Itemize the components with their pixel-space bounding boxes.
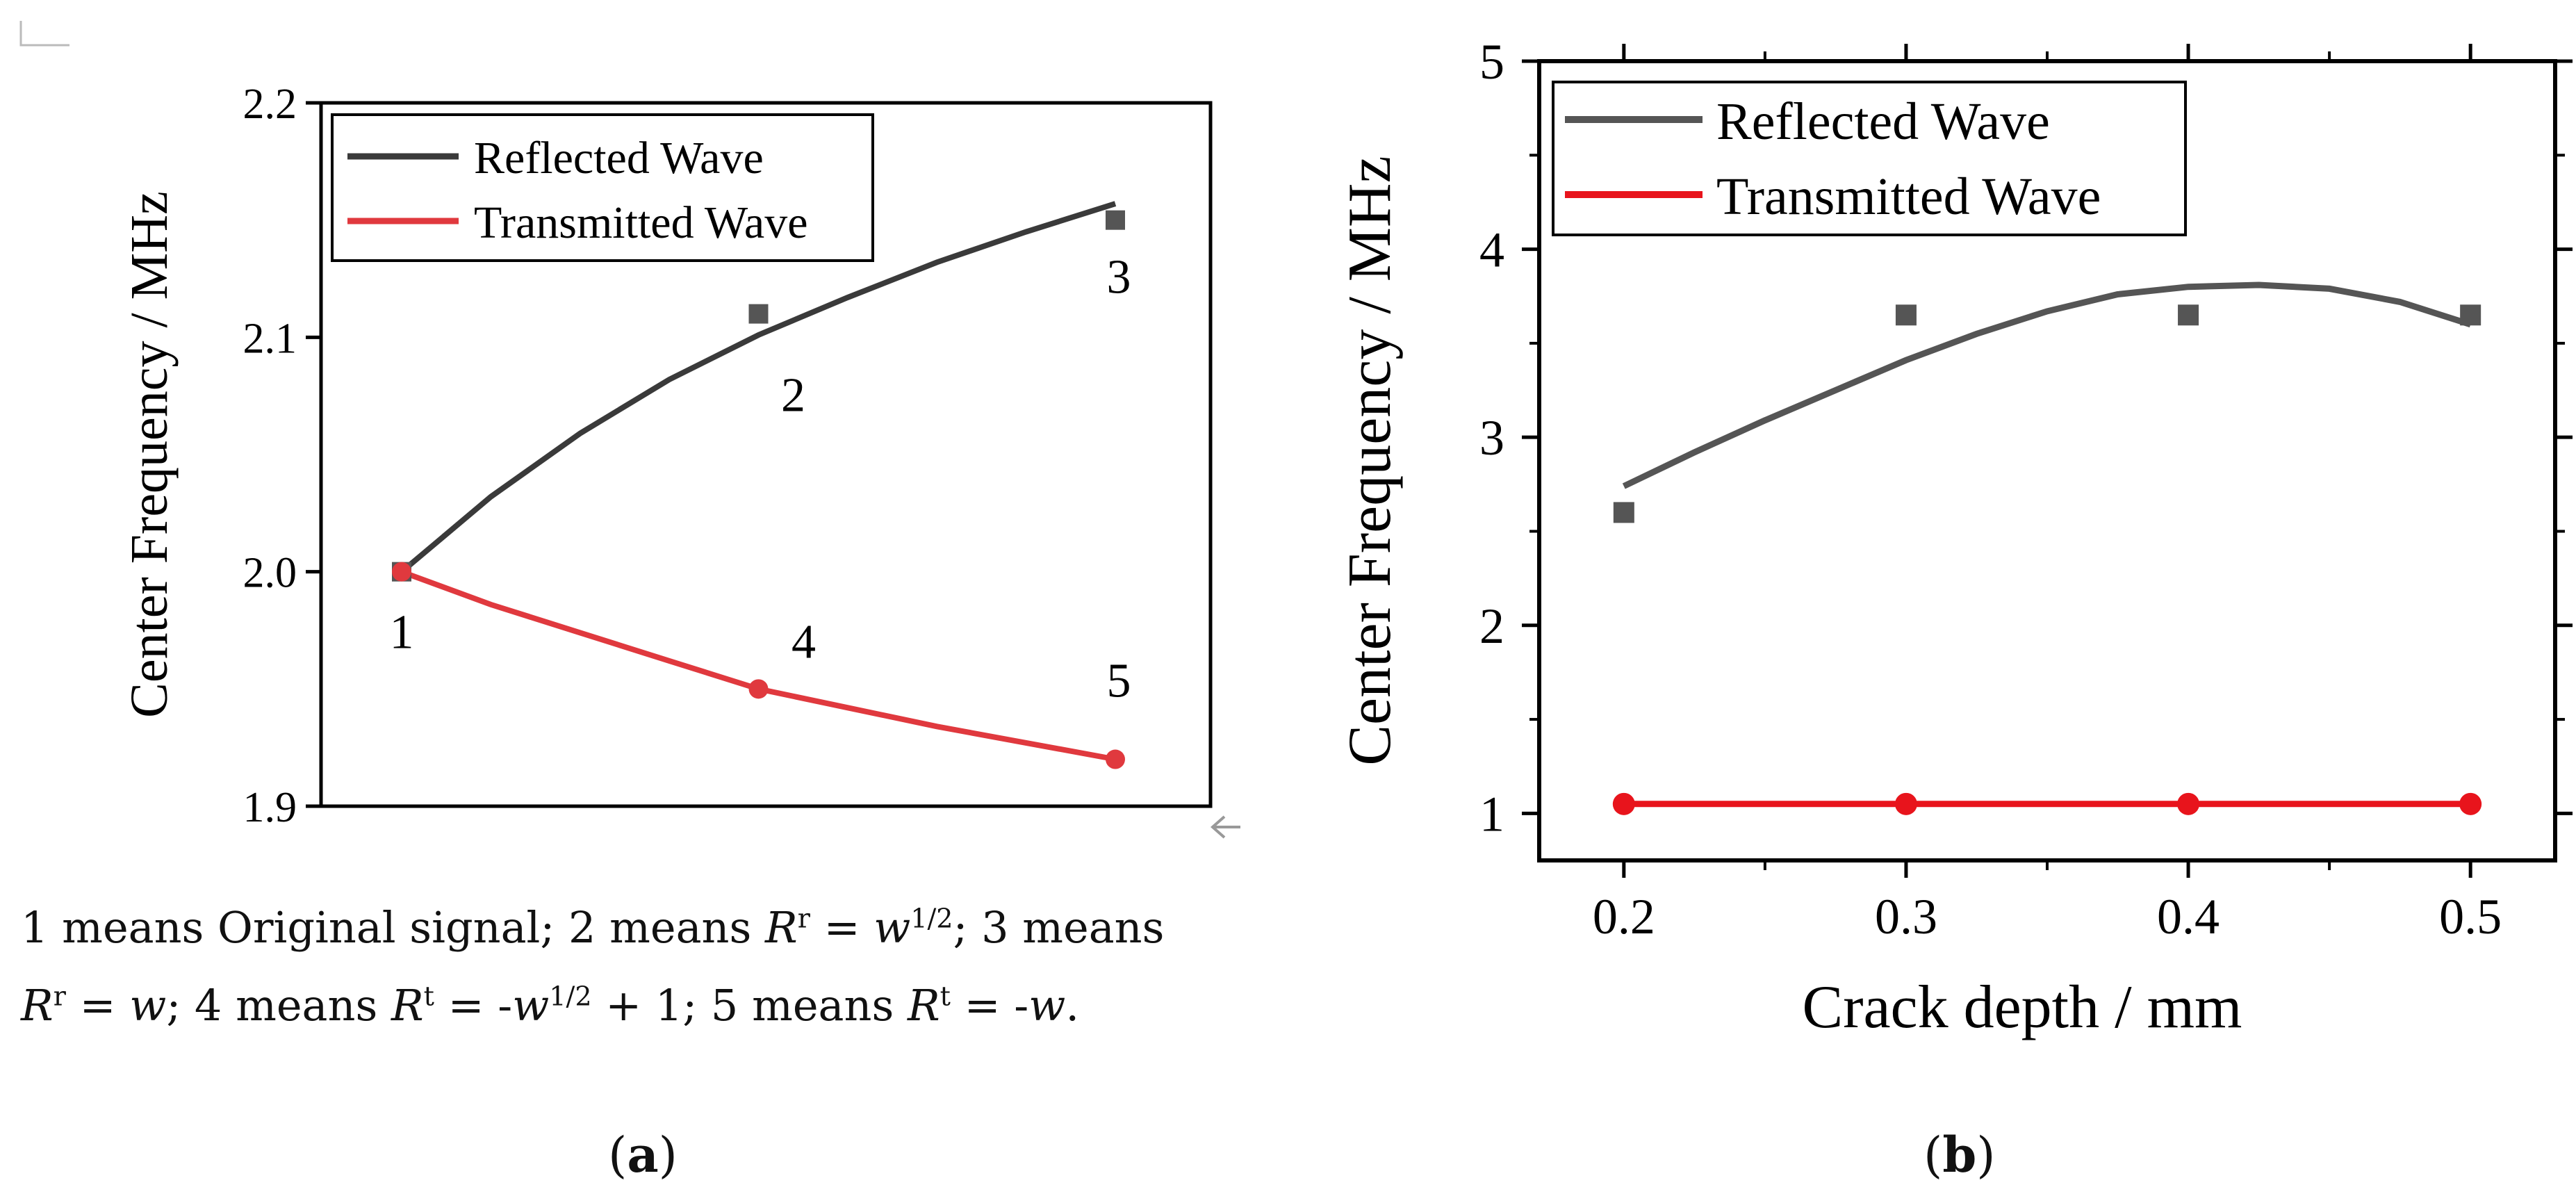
legend-entry-transmitted: Transmitted Wave bbox=[1716, 167, 2101, 226]
legend-entry-reflected: Reflected Wave bbox=[474, 133, 764, 183]
left-arrow-icon bbox=[1210, 815, 1240, 839]
chart-b-x-axis-label: Crack depth / mm bbox=[1803, 974, 2242, 1041]
chart-b-legend-box bbox=[1552, 81, 2187, 236]
point-label-4: 4 bbox=[791, 615, 816, 669]
chart-a-caption-line-2: Rr = w; 4 means Rt = -w1/2 + 1; 5 means … bbox=[21, 980, 1080, 1031]
x-tick-label: 0.4 bbox=[2157, 889, 2220, 944]
y-tick-label: 1.9 bbox=[243, 784, 297, 831]
chart-b-y-axis-label: Center Frequency / MHz bbox=[1336, 156, 1404, 765]
data-point-reflected bbox=[1106, 210, 1125, 230]
point-label-2: 2 bbox=[781, 369, 805, 423]
y-tick-label: 2.2 bbox=[243, 81, 297, 128]
data-point-reflected bbox=[2460, 304, 2481, 326]
x-tick-label: 0.3 bbox=[1875, 889, 1937, 944]
data-point-transmitted bbox=[2459, 792, 2482, 815]
data-point-reflected bbox=[1613, 502, 1634, 523]
data-point-reflected bbox=[748, 304, 769, 324]
chart-a-legend-box bbox=[331, 113, 874, 262]
data-point-transmitted bbox=[1612, 792, 1635, 815]
crop-mark bbox=[19, 21, 69, 47]
panel-label-a: (a) bbox=[608, 1126, 678, 1184]
data-point-reflected bbox=[2178, 304, 2199, 326]
x-tick-label: 0.5 bbox=[2439, 889, 2502, 944]
data-point-transmitted bbox=[1106, 749, 1125, 769]
y-tick-label: 4 bbox=[1479, 222, 1504, 278]
x-tick-label: 0.2 bbox=[1593, 889, 1655, 944]
point-label-1: 1 bbox=[390, 606, 414, 660]
data-point-transmitted bbox=[748, 679, 769, 699]
panel-label-b: (b) bbox=[1923, 1126, 1996, 1184]
chart-a-ticks bbox=[306, 101, 321, 808]
data-point-transmitted bbox=[1894, 792, 1917, 815]
chart-b-plot-frame bbox=[1537, 59, 2557, 862]
data-point-transmitted bbox=[392, 562, 411, 582]
y-tick-label: 2.1 bbox=[243, 315, 297, 362]
chart-a-y-axis-label: Center Frequency / MHz bbox=[120, 191, 179, 718]
legend-entry-reflected: Reflected Wave bbox=[1716, 92, 2050, 151]
data-point-reflected bbox=[1895, 304, 1917, 326]
chart-b-legend: Reflected Wave Transmitted Wave bbox=[1552, 81, 2187, 236]
series-line-reflected bbox=[1622, 281, 2472, 489]
y-tick-label: 5 bbox=[1479, 34, 1504, 90]
point-label-5: 5 bbox=[1107, 655, 1131, 708]
legend-entry-transmitted: Transmitted Wave bbox=[474, 197, 808, 248]
y-tick-label: 2.0 bbox=[243, 550, 297, 597]
chart-a-plot-frame bbox=[319, 101, 1213, 808]
chart-a: 1.9 2.0 2.1 2.2 Center Frequency / MHz 1 2 3 4… bbox=[120, 81, 1213, 831]
y-tick-label: 2 bbox=[1479, 598, 1504, 654]
y-tick-label: 1 bbox=[1479, 786, 1504, 842]
chart-b: 1 2 3 4 5 0.2 0.3 0.4 0.5 Center Frequency / MH… bbox=[1336, 34, 2573, 1041]
chart-a-legend: Reflected Wave Transmitted Wave bbox=[331, 113, 874, 262]
point-label-3: 3 bbox=[1107, 251, 1131, 304]
data-point-transmitted bbox=[2177, 792, 2200, 815]
series-line-transmitted bbox=[400, 569, 1116, 762]
series-line-reflected bbox=[400, 201, 1117, 574]
chart-a-caption-line-1: 1 means Original signal; 2 means Rr = w1… bbox=[21, 902, 1165, 953]
y-tick-label: 3 bbox=[1479, 410, 1504, 466]
